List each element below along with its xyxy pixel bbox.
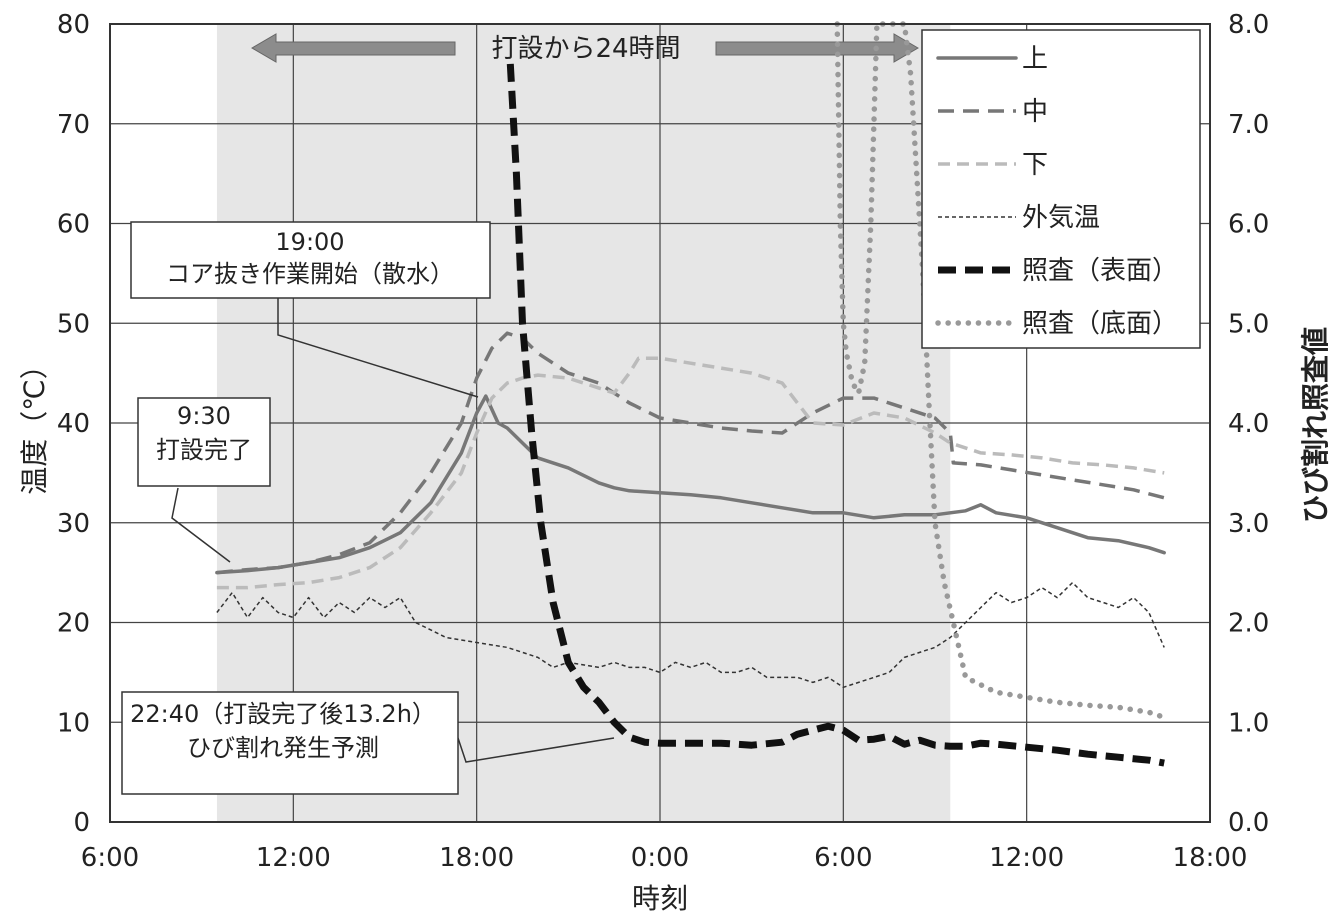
x-tick-label: 6:00 — [81, 843, 139, 873]
y-right-tick-label: 4.0 — [1228, 409, 1269, 439]
annotation-crack-box — [121, 691, 459, 795]
period-arrow-left — [251, 33, 456, 63]
x-tick-labels: 6:00 12:00 18:00 0:00 6:00 12:00 18:00 — [81, 843, 1248, 873]
annotation-coring-box — [130, 221, 491, 299]
annotation-coring: 19:00 コア抜き作業開始（散水） — [130, 221, 491, 398]
y-left-tick-label: 30 — [57, 509, 90, 539]
annotation-crack-leader — [457, 737, 615, 763]
y-right-tick-label: 1.0 — [1228, 708, 1269, 738]
annotation-pour-end-leader — [171, 487, 231, 563]
y-right-tick-label: 8.0 — [1228, 10, 1269, 40]
annotation-crack: 22:40（打設完了後13.2h） ひび割れ発生予測 — [121, 691, 615, 795]
series-line-3 — [216, 581, 1165, 689]
x-tick-label: 6:00 — [814, 843, 872, 873]
legend-label: 照査（表面） — [1022, 256, 1178, 286]
y-left-axis-title: 温度（℃） — [18, 351, 51, 494]
annotation-coring-leader — [277, 298, 479, 398]
y-left-tick-labels: 0 10 20 30 40 50 60 70 80 — [57, 10, 90, 838]
plot-frame — [109, 23, 1211, 823]
x-tick-label: 12:00 — [256, 843, 331, 873]
period-arrow-label: 打設から24時間 — [491, 34, 680, 64]
x-tick-label: 12:00 — [989, 843, 1064, 873]
annotation-coring-time: 19:00 — [275, 228, 344, 256]
annotation-pour-end-box — [137, 397, 271, 487]
annotation-crack-time: 22:40（打設完了後13.2h） — [130, 700, 436, 728]
annotation-coring-text: コア抜き作業開始（散水） — [166, 260, 454, 288]
y-left-tick-label: 0 — [73, 808, 90, 838]
legend-label: 下 — [1022, 150, 1048, 180]
legend-label: 外気温 — [1022, 203, 1100, 233]
y-left-tick-label: 80 — [57, 10, 90, 40]
y-right-tick-label: 7.0 — [1228, 110, 1269, 140]
series-line-0 — [215, 394, 1166, 575]
y-right-axis-title: ひび割れ照査値 — [1299, 327, 1332, 523]
series-line-5 — [834, 21, 1167, 721]
series-line-1 — [216, 331, 1165, 575]
period-arrow: 打設から24時間 — [251, 33, 919, 64]
x-axis-title: 時刻 — [632, 882, 688, 915]
y-right-tick-label: 2.0 — [1228, 609, 1269, 639]
y-left-tick-label: 40 — [57, 409, 90, 439]
x-tick-label: 18:00 — [439, 843, 514, 873]
y-right-tick-label: 3.0 — [1228, 509, 1269, 539]
series-line-4 — [506, 63, 1165, 767]
y-left-tick-label: 60 — [57, 210, 90, 240]
y-left-tick-label: 70 — [57, 110, 90, 140]
y-right-tick-label: 5.0 — [1228, 309, 1269, 339]
annotation-crack-text: ひび割れ発生予測 — [187, 734, 379, 762]
legend-label: 上 — [1022, 44, 1048, 74]
annotation-pour-end-time: 9:30 — [177, 402, 231, 430]
y-left-tick-label: 50 — [57, 309, 90, 339]
y-left-tick-label: 20 — [57, 609, 90, 639]
period-arrow-right — [715, 33, 919, 63]
annotation-pour-end-text: 打設完了 — [156, 436, 252, 464]
y-right-tick-labels: 0.0 1.0 2.0 3.0 4.0 5.0 6.0 7.0 8.0 — [1228, 10, 1269, 838]
series-layer — [215, 21, 1167, 767]
legend-box — [921, 29, 1201, 349]
series-line-2 — [216, 356, 1165, 590]
y-right-tick-label: 6.0 — [1228, 210, 1269, 240]
annotation-pour-end: 9:30 打設完了 — [137, 397, 271, 563]
y-right-tick-label: 0.0 — [1228, 808, 1269, 838]
x-tick-label: 0:00 — [631, 843, 689, 873]
y-left-tick-label: 10 — [57, 708, 90, 738]
x-tick-label: 18:00 — [1173, 843, 1248, 873]
legend-label: 照査（底面） — [1022, 309, 1178, 339]
legend-label: 中 — [1022, 97, 1048, 127]
